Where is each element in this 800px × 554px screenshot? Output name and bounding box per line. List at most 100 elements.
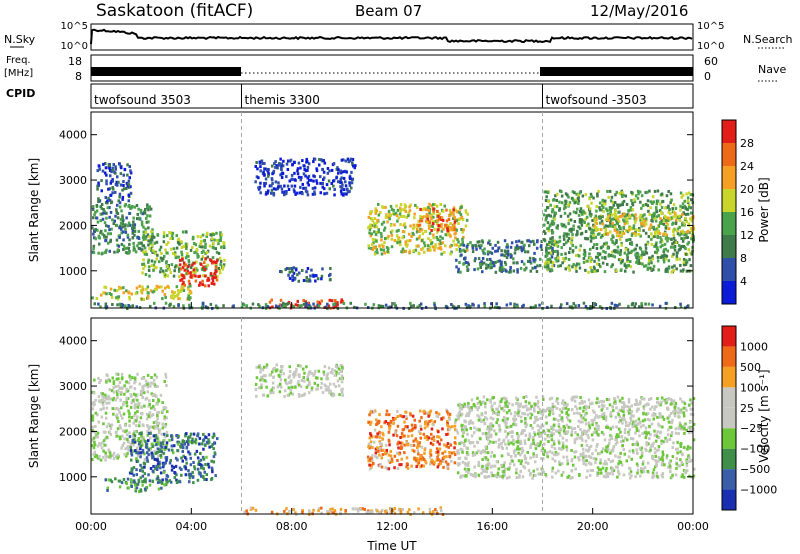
colorbar-swatch — [722, 258, 736, 281]
y-tick-label: 1000 — [59, 265, 87, 278]
x-tick-label: 00:00 — [75, 520, 107, 533]
colorbar-tick-label: 1000 — [740, 340, 768, 353]
colorbar-swatch — [722, 489, 736, 510]
colorbar-tick-label: 20 — [740, 183, 754, 196]
colorbar-swatch — [722, 326, 736, 347]
colorbar-tick-label: −500 — [740, 463, 770, 476]
cpid-segment-1: twofsound 3503 — [94, 93, 191, 107]
freq-band-segment-2 — [540, 67, 693, 76]
colorbar-tick-label: −25 — [740, 422, 763, 435]
noise-sky-trace — [90, 28, 693, 45]
y-tick-label: 2000 — [59, 219, 87, 232]
colorbar-tick-label: 12 — [740, 229, 754, 242]
x-tick-label: 20:00 — [577, 520, 609, 533]
heatmap-region-7 — [243, 506, 445, 516]
velocity-colorbar: 1000 500 100 25 −25 −100 −500 −1000 — [721, 325, 777, 511]
x-tick-label: 08:00 — [276, 520, 308, 533]
velocity-panel-ylabel: Slant Range [km] — [27, 364, 41, 468]
nave-label: Nave — [758, 63, 786, 76]
colorbar-tick-label: −100 — [740, 443, 770, 456]
heatmap-region-10 — [417, 207, 457, 233]
velocity-heatmap — [91, 363, 696, 516]
noise-right-tick-bottom: 10^0 — [697, 41, 724, 52]
noise-left-label: N.Sky — [4, 33, 36, 46]
heatmap-region-4 — [254, 363, 345, 398]
colorbar-tick-label: 24 — [740, 160, 754, 173]
heatmap-region-6 — [254, 157, 357, 197]
velocity-colorbar-label: Velocity [m s⁻¹] — [757, 369, 771, 462]
colorbar-swatch — [722, 387, 736, 408]
x-axis-label: Time UT — [366, 539, 417, 553]
noise-right-tick-top: 10^5 — [697, 21, 724, 32]
y-tick-label: 4000 — [59, 129, 87, 142]
heatmap-region-3 — [104, 477, 169, 494]
nave-tick-bottom: 0 — [704, 70, 711, 83]
x-tick-label: 00:00 — [677, 520, 709, 533]
heatmap-region-11 — [455, 239, 558, 274]
y-tick-label: 1000 — [59, 471, 87, 484]
heatmap-region-1 — [91, 372, 169, 462]
y-tick-label: 4000 — [59, 335, 87, 348]
colorbar-tick-label: 25 — [740, 402, 754, 415]
noise-panel: N.Sky 10^5 10^0 10^5 10^0 N.Search — [4, 21, 793, 52]
colorbar-swatch — [722, 189, 736, 212]
heatmap-region-6 — [454, 395, 696, 480]
velocity-panel: 1000 2000 3000 4000 00:00 04:00 08:00 12:00 16:0… — [27, 317, 777, 553]
frequency-panel: Freq. [MHz] 18 8 60 0 Nave — [4, 54, 786, 83]
colorbar-swatch — [722, 166, 736, 189]
y-tick-label: 3000 — [59, 380, 87, 393]
noise-left-tick-top: 10^5 — [61, 21, 88, 32]
freq-band-segment-1 — [91, 67, 241, 76]
colorbar-swatch — [722, 235, 736, 258]
cpid-segment-3: twofsound -3503 — [546, 93, 647, 107]
colorbar-swatch — [722, 407, 736, 429]
colorbar-swatch — [722, 212, 736, 235]
power-colorbar-label: Power [dB] — [757, 177, 771, 242]
power-colorbar: 4 8 12 16 20 24 28 — [721, 119, 754, 305]
cpid-label: CPID — [6, 87, 35, 100]
cpid-segment-2: themis 3300 — [245, 93, 320, 107]
power-heatmap — [91, 157, 696, 311]
cpid-panel: CPID twofsound 3503 themis 3300 twofsound … — [6, 83, 694, 109]
colorbar-tick-label: 100 — [740, 381, 761, 394]
power-panel-ylabel: Slant Range [km] — [27, 158, 41, 262]
date-label: 12/May/2016 — [590, 2, 688, 20]
colorbar-swatch — [722, 469, 736, 490]
colorbar-swatch — [722, 366, 736, 388]
noise-left-tick-bottom: 10^0 — [61, 41, 88, 52]
heatmap-region-13 — [592, 211, 696, 238]
colorbar-tick-label: 28 — [740, 137, 754, 150]
heatmap-region-1 — [91, 203, 156, 256]
y-tick-label: 2000 — [59, 425, 87, 438]
freq-tick-bottom: 8 — [75, 70, 82, 83]
colorbar-tick-label: 8 — [740, 252, 747, 265]
freq-label-line1: Freq. — [6, 55, 31, 66]
x-tick-label: 12:00 — [376, 520, 408, 533]
colorbar-swatch — [722, 143, 736, 166]
heatmap-region-2 — [96, 162, 133, 205]
noise-right-label: N.Search — [743, 33, 793, 46]
colorbar-swatch — [722, 281, 736, 304]
colorbar-swatch — [722, 120, 736, 143]
y-tick-label: 3000 — [59, 174, 87, 187]
heatmap-region-7 — [279, 266, 332, 283]
heatmap-region-5 — [91, 284, 193, 301]
x-tick-label: 16:00 — [476, 520, 508, 533]
colorbar-tick-label: 500 — [740, 361, 761, 374]
colorbar-swatch — [722, 448, 736, 470]
colorbar-tick-label: −1000 — [740, 484, 777, 497]
heatmap-region-4 — [178, 257, 219, 288]
freq-tick-top: 18 — [68, 55, 82, 68]
colorbar-tick-label: 4 — [740, 275, 747, 288]
nave-tick-top: 60 — [704, 55, 718, 68]
colorbar-tick-label: 16 — [740, 206, 754, 219]
plot-title: Saskatoon (fitACF) — [96, 1, 253, 21]
power-panel: 1000 2000 3000 4000 Slant Range [km] 4 8 12 16… — [27, 111, 771, 311]
colorbar-swatch — [722, 428, 736, 449]
x-tick-label: 04:00 — [175, 520, 207, 533]
freq-label-line2: [MHz] — [4, 68, 33, 79]
heatmap-region-5 — [366, 408, 457, 471]
heatmap-region-2 — [128, 431, 219, 485]
beam-label: Beam 07 — [355, 2, 422, 20]
